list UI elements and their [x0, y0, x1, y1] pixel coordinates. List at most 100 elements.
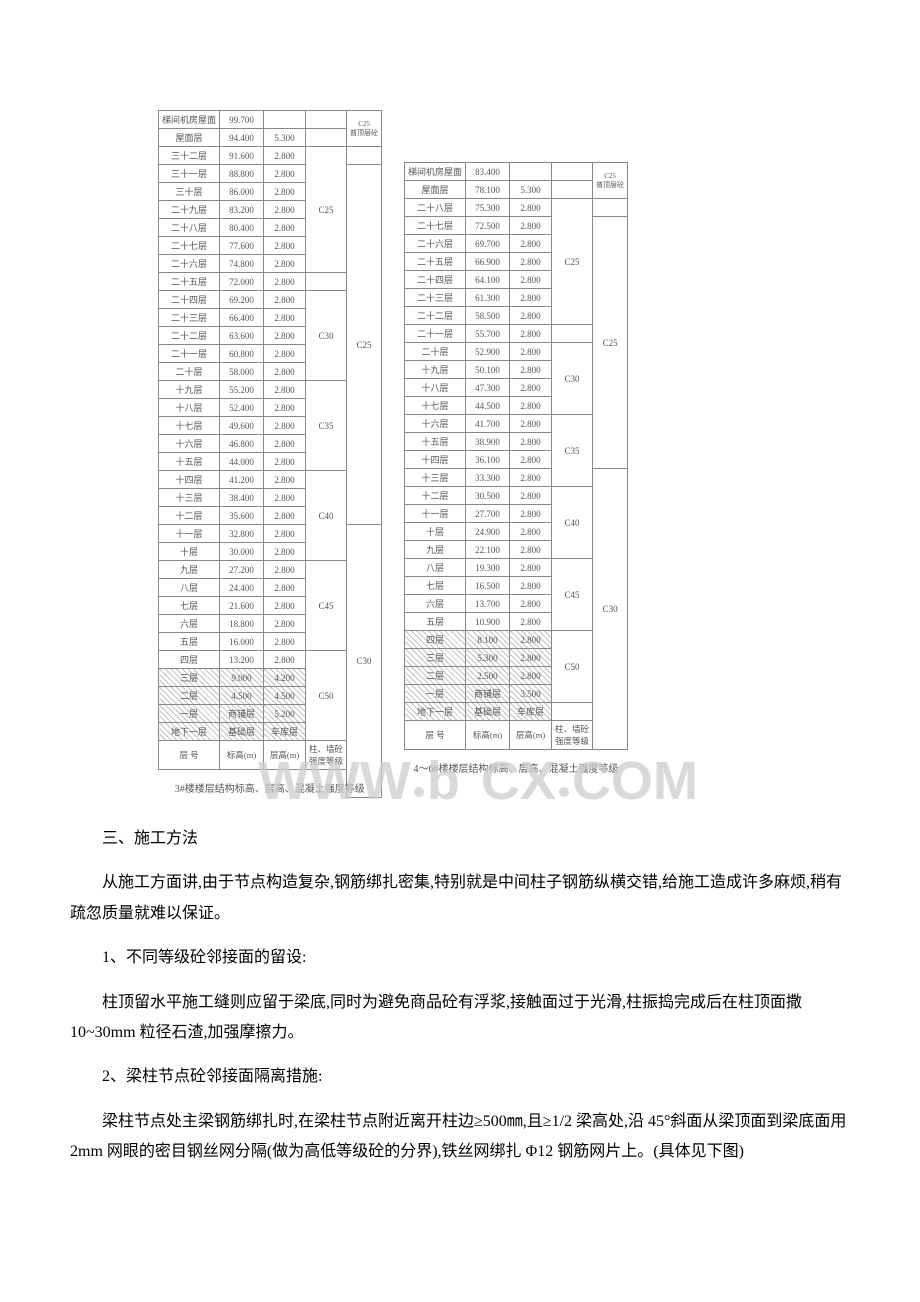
left-table-wrap: 梯间机房屋面99.700C25普顶层砼屋面层94.4005.300三十二层91.… [158, 110, 382, 798]
table-cell: 2.800 [264, 507, 306, 525]
table-cell: 二十三层 [405, 289, 466, 307]
table-cell: 24.400 [220, 579, 264, 597]
table-cell: 72.500 [466, 217, 510, 235]
table-cell: 二十五层 [405, 253, 466, 271]
table-cell: 32.800 [220, 525, 264, 543]
table-cell: 2.800 [264, 435, 306, 453]
table-cell: 标高(m) [220, 741, 264, 770]
table-cell: 13.200 [220, 651, 264, 669]
table-cell: 十一层 [405, 505, 466, 523]
table-cell: 2.800 [264, 219, 306, 237]
table-cell: 八层 [405, 559, 466, 577]
table-cell [306, 273, 347, 291]
table-cell: C30 [593, 469, 628, 750]
table-cell: 38.900 [466, 433, 510, 451]
table-cell: 2.800 [264, 561, 306, 579]
table-cell: 2.800 [510, 433, 552, 451]
table-cell: 2.800 [510, 271, 552, 289]
table-cell: C50 [306, 651, 347, 741]
table-cell: 8.100 [466, 631, 510, 649]
table-cell: 49.600 [220, 417, 264, 435]
table-cell: 2.800 [510, 541, 552, 559]
table-cell: 5.300 [510, 181, 552, 199]
table-cell: 二十六层 [405, 235, 466, 253]
table-cell: 二十二层 [405, 307, 466, 325]
table-cell: 46.800 [220, 435, 264, 453]
table-cell: C25 [552, 199, 593, 325]
table-cell: 61.300 [466, 289, 510, 307]
table-cell: 六层 [405, 595, 466, 613]
table-cell: 78.100 [466, 181, 510, 199]
table-cell: 二十四层 [405, 271, 466, 289]
table-cell: 2.800 [264, 183, 306, 201]
tables-area: WWWb CXCOM 梯间机房屋面99.700C25普顶层砼屋面层94.4005… [0, 0, 920, 798]
table-cell [306, 111, 347, 129]
table-cell: 2.800 [510, 469, 552, 487]
table-cell: 2.800 [264, 327, 306, 345]
table-cell: 10.900 [466, 613, 510, 631]
table-cell: 69.700 [466, 235, 510, 253]
table-cell [552, 181, 593, 199]
table-cell: 2.800 [510, 397, 552, 415]
table-cell: 2.800 [264, 651, 306, 669]
table-cell: 21.600 [220, 597, 264, 615]
table-cell: 地下一层 [159, 723, 220, 741]
table-cell: 七层 [159, 597, 220, 615]
table-cell: 2.800 [510, 631, 552, 649]
table-cell: C25普顶层砼 [593, 163, 628, 199]
table-cell: 83.200 [220, 201, 264, 219]
table-cell: 2.800 [264, 417, 306, 435]
table-cell: 二十二层 [159, 327, 220, 345]
table-cell: 36.100 [466, 451, 510, 469]
table-cell: 十六层 [405, 415, 466, 433]
table-cell: 2.800 [510, 559, 552, 577]
table-cell: 2.800 [510, 307, 552, 325]
table-cell: 44.500 [466, 397, 510, 415]
table-cell: 5.300 [264, 129, 306, 147]
table-cell: 19.300 [466, 559, 510, 577]
table-cell: 车库层 [510, 703, 552, 721]
table-cell: 八层 [159, 579, 220, 597]
table-cell: 4.500 [220, 687, 264, 705]
table-cell: 十三层 [159, 489, 220, 507]
table-cell: 72.000 [220, 273, 264, 291]
table-cell: 梯间机房屋面 [159, 111, 220, 129]
table-cell: 13.700 [466, 595, 510, 613]
table-cell [306, 129, 347, 147]
table-cell: 22.100 [466, 541, 510, 559]
table-cell: 9.000 [220, 669, 264, 687]
table-cell: 2.800 [510, 667, 552, 685]
table-cell: 77.600 [220, 237, 264, 255]
table-cell: 99.700 [220, 111, 264, 129]
table-cell: 十九层 [159, 381, 220, 399]
table-cell: 2.800 [510, 577, 552, 595]
table-cell: 二十七层 [405, 217, 466, 235]
table-cell: 35.600 [220, 507, 264, 525]
table-cell: 2.800 [510, 451, 552, 469]
table-cell: 二十六层 [159, 255, 220, 273]
table-cell: 18.800 [220, 615, 264, 633]
table-cell: 58.500 [466, 307, 510, 325]
table-cell: 层高(m) [510, 721, 552, 750]
table-cell: 2.800 [510, 325, 552, 343]
table-cell [593, 199, 628, 217]
table-cell: 二十七层 [159, 237, 220, 255]
table-cell: 4.500 [264, 687, 306, 705]
table-cell: 层 号 [405, 721, 466, 750]
table-cell: 五层 [159, 633, 220, 651]
table-cell: 2.800 [510, 361, 552, 379]
table-cell: 一层 [159, 705, 220, 723]
table-cell: 52.400 [220, 399, 264, 417]
table-cell: C30 [552, 343, 593, 415]
table-cell: 2.800 [510, 613, 552, 631]
table-cell: 地下一层 [405, 703, 466, 721]
table-cell: 27.700 [466, 505, 510, 523]
table-cell: C40 [552, 487, 593, 559]
table-cell: 2.800 [264, 615, 306, 633]
table-cell: 2.800 [264, 453, 306, 471]
table-cell: 91.600 [220, 147, 264, 165]
table-caption: 3#楼楼层结构标高、层高、混凝土强度等级 [159, 770, 382, 798]
table-cell: 2.800 [510, 235, 552, 253]
table-cell: 47.300 [466, 379, 510, 397]
table-cell: 九层 [405, 541, 466, 559]
